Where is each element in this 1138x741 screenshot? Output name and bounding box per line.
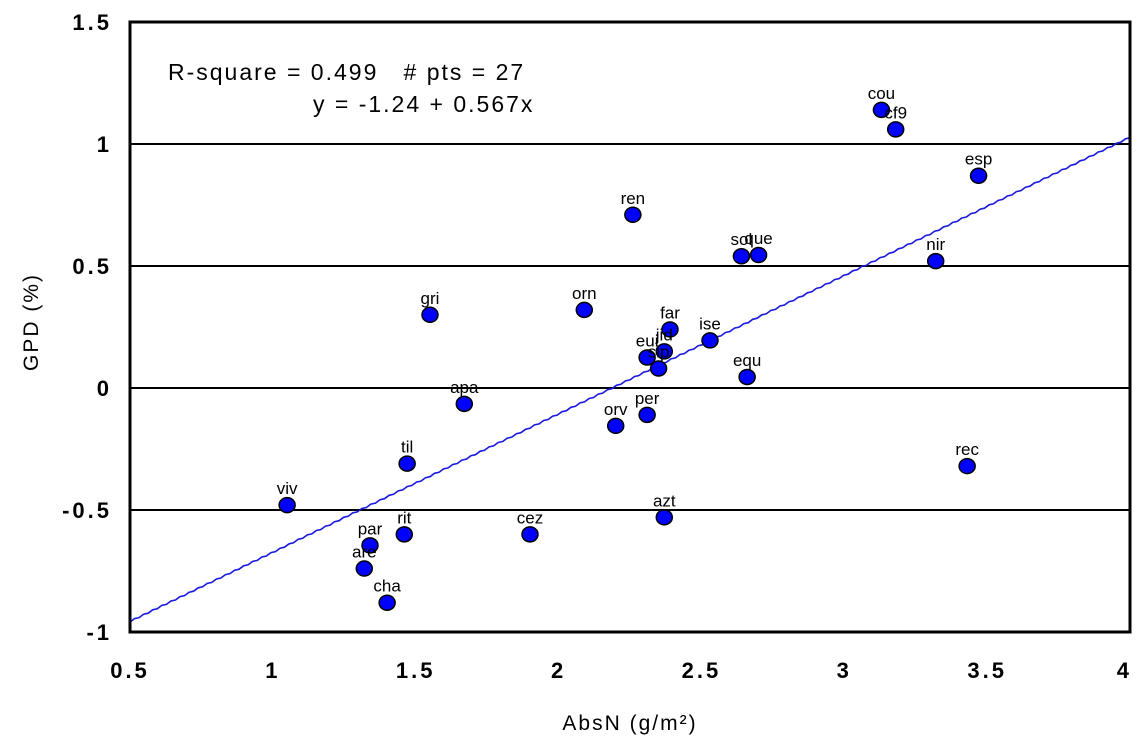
point-label-per: per [635,389,660,408]
regression-line-layer [129,137,1131,623]
point-label-equ: equ [733,351,761,370]
data-point-apa [455,395,474,413]
point-label-til: til [401,438,413,457]
y-tick-label: 0.5 [72,254,112,279]
data-point-esp [969,167,988,184]
x-tick-label: 4 [1117,658,1132,683]
data-point-cou [872,101,891,119]
data-point-sip [649,360,668,377]
data-point-are [355,560,374,577]
point-label-ise: ise [699,314,721,333]
x-tick-label: 2.5 [682,658,722,683]
data-point-cf9 [886,121,905,138]
data-point-azt [655,509,674,526]
data-point-viv [278,496,296,514]
x-tick-label: 3 [837,658,852,683]
point-label-sip: sip [648,342,670,361]
point-label-far: far [660,303,680,322]
point-label-orv: orv [604,400,628,419]
point-label-nir: nir [926,235,945,254]
data-point-gri [421,306,439,324]
point-label-que: que [744,229,772,248]
y-tick-label: 0 [97,376,112,401]
data-point-par [361,537,379,554]
point-label-jid: jid [655,325,673,344]
data-point-equ [738,368,756,386]
point-label-azt: azt [653,491,676,510]
data-point-per [638,406,656,424]
gridlines [130,143,1130,511]
point-label-ren: ren [621,189,646,208]
x-tick-label: 1.5 [396,658,436,683]
y-tick-label: -0.5 [62,498,112,523]
data-point-ise [701,332,719,349]
x-tick-label: 1 [265,658,280,683]
point-label-gri: gri [421,289,440,308]
equation-annotation: y = -1.24 + 0.567x [313,91,534,117]
data-point-nir [926,252,945,270]
data-point-far [661,321,679,338]
point-label-rit: rit [397,508,411,527]
data-point-sol [732,247,751,265]
data-point-orn [575,301,594,319]
x-tick-label: 0.5 [110,658,150,683]
x-tick-label: 2 [551,658,566,683]
y-tick-label: 1 [97,132,112,157]
x-tick-label: 3.5 [967,658,1007,683]
point-label-cez: cez [517,508,543,527]
point-label-esp: esp [965,150,992,169]
point-label-par: par [358,519,383,538]
y-axis-label: GPD (%) [20,273,43,371]
data-point-cez [521,526,539,543]
point-label-are: are [352,543,377,562]
point-label-sol: sol [731,230,753,249]
data-point-jid [655,343,674,360]
point-label-viv: viv [277,479,298,498]
point-label-apa: apa [450,378,479,397]
data-point-til [398,455,416,472]
y-tick-label: -1 [86,620,112,645]
data-point-rec [958,457,976,475]
point-label-orn: orn [572,284,597,303]
y-tick-label: 1.5 [72,10,112,35]
data-point-ren [624,206,642,224]
data-point-rit [395,526,414,543]
regression-line [129,137,1131,623]
y-axis-ticks: 1.5 1 0.5 0 -0.5 -1 [62,10,112,645]
data-point-que [749,246,768,264]
point-label-rec: rec [955,440,979,459]
x-axis-ticks: 0.5 1 1.5 2 2.5 3 3.5 4 [110,658,1132,683]
point-label-cf9: cf9 [884,103,907,122]
point-label-cou: cou [868,84,895,103]
x-axis-label: AbsN (g/m²) [562,712,697,735]
data-point-eui [638,349,656,366]
point-label-eui: eui [636,332,659,351]
data-point-cha [378,594,396,611]
point-label-cha: cha [373,577,401,596]
data-point-orv [606,417,625,435]
stats-annotation: R-square = 0.499 # pts = 27 [168,59,525,85]
plot-frame [128,20,1132,634]
